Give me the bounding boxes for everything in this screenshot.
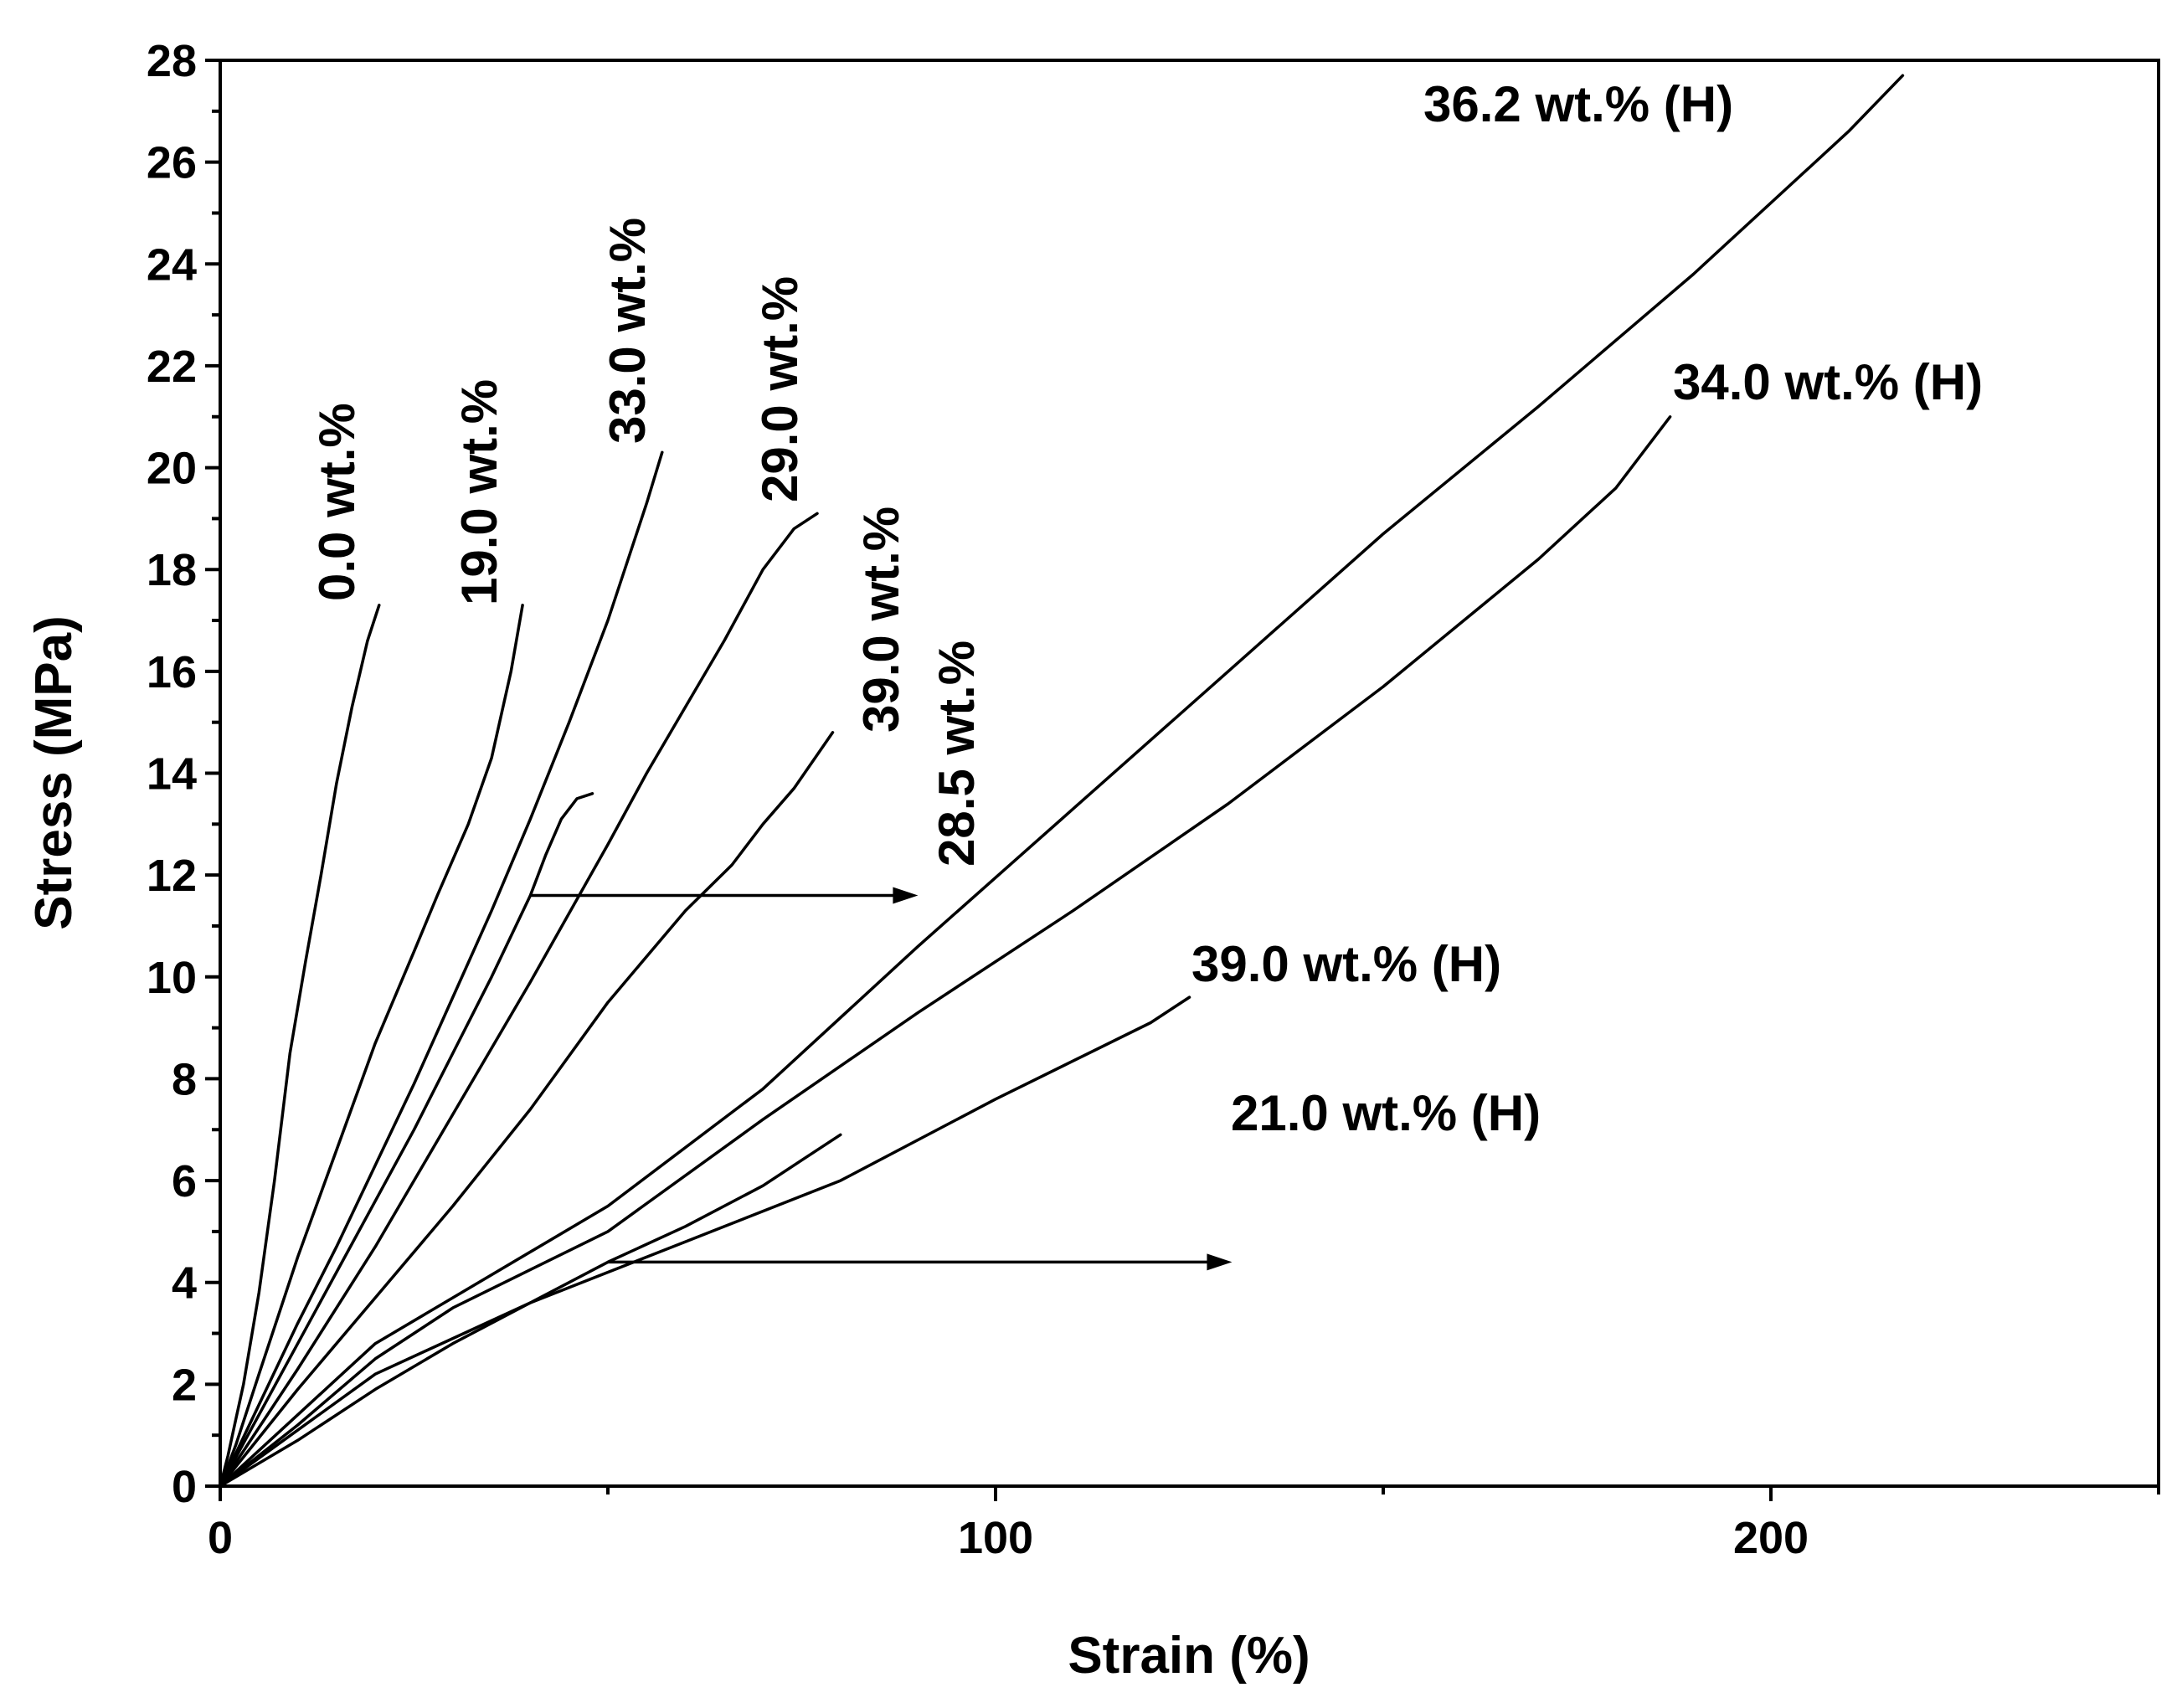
label-33-0-wt: 33.0 wt.% xyxy=(600,218,656,444)
y-tick-label: 4 xyxy=(172,1258,197,1309)
series-curve-8 xyxy=(219,995,1191,1488)
annotation-arrows xyxy=(530,887,1233,1271)
label-34-0-wt-h: 34.0 wt.% (H) xyxy=(1673,354,1983,410)
y-tick-label: 16 xyxy=(147,647,197,697)
y-tick-label: 18 xyxy=(147,545,197,595)
label-39-0-wt: 39.0 wt.% xyxy=(853,507,909,733)
y-tick-label: 2 xyxy=(172,1360,197,1410)
x-tick-label: 200 xyxy=(1733,1513,1809,1563)
series-curve-6 xyxy=(219,74,1905,1488)
arrow-21-0-head xyxy=(1207,1253,1233,1271)
y-axis-title: Stress (MPa) xyxy=(25,615,83,930)
series-curve-3 xyxy=(219,792,594,1488)
x-tick-label: 0 xyxy=(208,1513,233,1563)
y-tick-label: 28 xyxy=(147,36,197,86)
label-36-2-wt-h: 36.2 wt.% (H) xyxy=(1423,76,1733,132)
series-curve-2 xyxy=(219,450,664,1488)
y-tick-label: 6 xyxy=(172,1156,197,1206)
label-28-5-wt: 28.5 wt.% xyxy=(929,640,985,867)
series-curve-0 xyxy=(219,604,381,1488)
y-tick-label: 20 xyxy=(147,444,197,494)
y-tick-label: 26 xyxy=(147,138,197,188)
plot-frame xyxy=(219,59,2160,1488)
series-curve-5 xyxy=(219,731,835,1488)
label-19-0-wt: 19.0 wt.% xyxy=(451,379,507,605)
x-axis-title: Strain (%) xyxy=(1068,1627,1310,1685)
series-curve-7 xyxy=(219,415,1672,1488)
series-curve-4 xyxy=(219,512,819,1488)
y-tick-label: 14 xyxy=(147,749,197,800)
series-curve-9 xyxy=(219,1133,842,1488)
label-0-0-wt: 0.0 wt.% xyxy=(309,403,365,601)
y-tick-label: 0 xyxy=(172,1462,197,1512)
y-tick-label: 12 xyxy=(147,851,197,901)
arrow-28-5-head xyxy=(893,887,919,904)
y-tick-label: 8 xyxy=(172,1054,197,1104)
y-tick-label: 22 xyxy=(147,342,197,392)
series-curve-1 xyxy=(219,604,524,1488)
x-tick-label: 100 xyxy=(958,1513,1033,1563)
label-29-0-wt: 29.0 wt.% xyxy=(752,276,808,502)
series-curves xyxy=(219,74,1905,1488)
label-21-0-wt-h: 21.0 wt.% (H) xyxy=(1231,1085,1541,1141)
label-39-0-wt-h: 39.0 wt.% (H) xyxy=(1191,936,1501,992)
y-tick-label: 10 xyxy=(147,953,197,1003)
y-tick-label: 24 xyxy=(147,239,197,290)
series-labels: 0.0 wt.% 19.0 wt.% 33.0 wt.% 29.0 wt.% 3… xyxy=(309,76,1983,1141)
